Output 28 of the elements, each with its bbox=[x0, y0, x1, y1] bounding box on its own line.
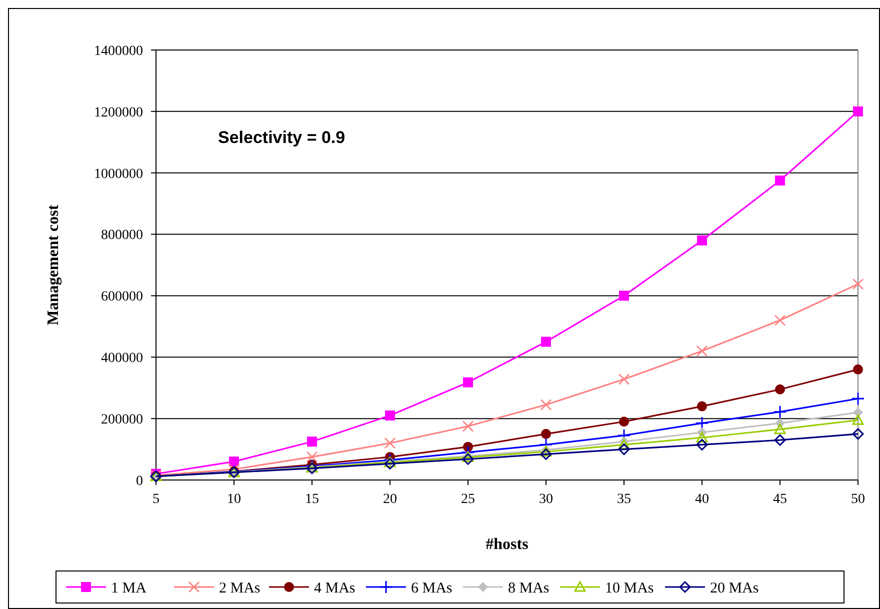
legend-label: 10 MAs bbox=[605, 580, 654, 596]
y-axis-title: Management cost bbox=[45, 204, 62, 326]
legend-label: 20 MAs bbox=[710, 580, 759, 596]
legend-label: 4 MAs bbox=[314, 580, 356, 596]
y-tick-label: 1000000 bbox=[94, 166, 143, 182]
x-tick-label: 20 bbox=[383, 492, 397, 507]
y-tick-label: 200000 bbox=[101, 412, 143, 428]
x-tick-label: 5 bbox=[152, 492, 160, 507]
annotation: Selectivity = 0.9 bbox=[218, 128, 346, 147]
x-tick-label: 45 bbox=[773, 492, 787, 507]
x-tick-label: 30 bbox=[539, 492, 553, 507]
legend-label: 2 MAs bbox=[219, 580, 260, 596]
x-tick-label: 40 bbox=[695, 492, 709, 507]
y-tick-label: 600000 bbox=[101, 290, 143, 305]
y-tick-label: 800000 bbox=[101, 228, 143, 244]
y-tick-label: 1200000 bbox=[94, 105, 143, 120]
x-tick-label: 15 bbox=[305, 492, 319, 507]
legend-label: 1 MA bbox=[111, 580, 147, 596]
x-axis-title: #hosts bbox=[486, 536, 528, 553]
y-tick-label: 0 bbox=[136, 474, 143, 489]
x-tick-label: 10 bbox=[227, 492, 241, 507]
x-tick-label: 25 bbox=[461, 492, 475, 507]
legend-label: 6 MAs bbox=[411, 580, 452, 596]
x-tick-label: 35 bbox=[617, 492, 631, 507]
x-tick-label: 50 bbox=[851, 492, 865, 507]
y-tick-label: 400000 bbox=[101, 351, 143, 366]
legend-label: 8 MAs bbox=[508, 580, 550, 596]
y-tick-label: 1400000 bbox=[94, 44, 143, 59]
